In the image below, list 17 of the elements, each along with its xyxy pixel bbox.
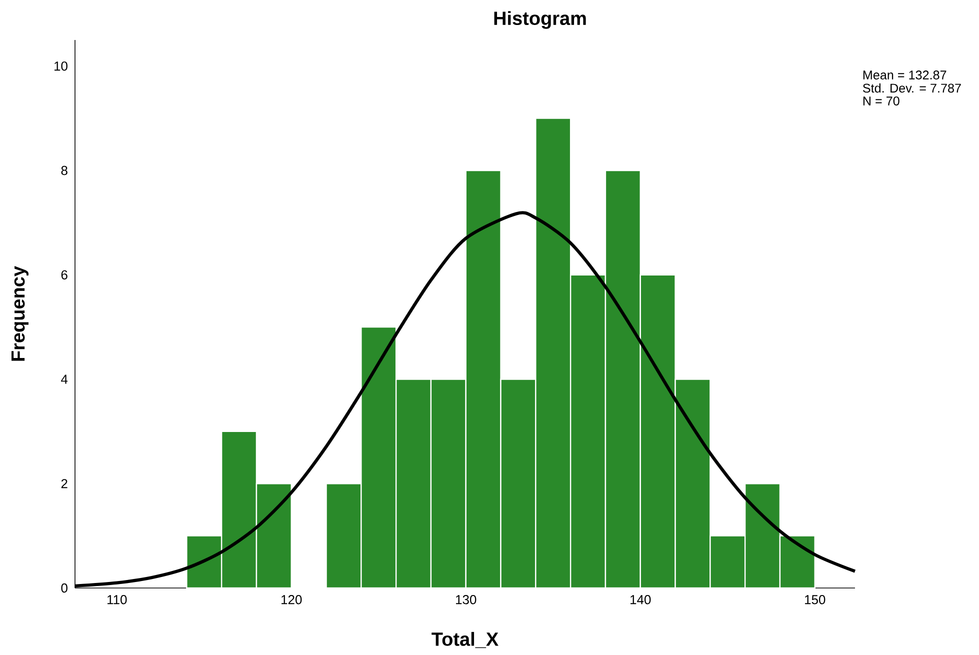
x-axis-title: Total_X (432, 632, 498, 648)
x-tick-label: 130 (456, 595, 476, 604)
y-axis-title: Frequency (12, 266, 28, 361)
text: Std. Dev. = 7.787 (862, 83, 961, 93)
x-tick-label: 150 (805, 595, 826, 604)
y-tick-label: 0 (61, 583, 68, 593)
text: Mean = 132.87 (863, 70, 946, 80)
x-tick-label: 140 (630, 595, 651, 604)
y-tick-label: 10 (54, 62, 68, 71)
y-tick-label: 4 (61, 374, 68, 384)
y-tick-label: 8 (61, 166, 68, 176)
chart-title: Histogram (494, 11, 586, 29)
x-tick-label: 120 (282, 595, 302, 604)
text: N = 70 (863, 96, 900, 106)
y-tick-label: 2 (61, 479, 68, 488)
x-tick-label: 110 (108, 595, 127, 604)
y-tick-label: 6 (61, 270, 68, 280)
